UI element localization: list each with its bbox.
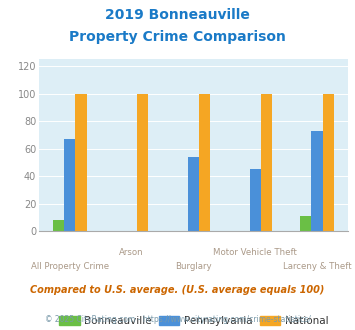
Bar [188, 157, 199, 231]
Bar [137, 94, 148, 231]
Text: Property Crime Comparison: Property Crime Comparison [69, 30, 286, 44]
Bar [76, 94, 87, 231]
Bar [300, 216, 311, 231]
Text: Larceny & Theft: Larceny & Theft [283, 262, 351, 271]
Bar [323, 94, 334, 231]
Bar [199, 94, 210, 231]
Bar [311, 131, 323, 231]
Legend: Bonneauville, Pennsylvania, National: Bonneauville, Pennsylvania, National [55, 312, 332, 330]
Text: 2019 Bonneauville: 2019 Bonneauville [105, 8, 250, 22]
Text: Arson: Arson [119, 248, 144, 257]
Text: © 2025 CityRating.com - https://www.cityrating.com/crime-statistics/: © 2025 CityRating.com - https://www.city… [45, 315, 310, 324]
Text: Compared to U.S. average. (U.S. average equals 100): Compared to U.S. average. (U.S. average … [30, 285, 325, 295]
Bar [64, 139, 76, 231]
Text: Burglary: Burglary [175, 262, 212, 271]
Bar [53, 220, 64, 231]
Text: Motor Vehicle Theft: Motor Vehicle Theft [213, 248, 297, 257]
Text: All Property Crime: All Property Crime [31, 262, 109, 271]
Bar [250, 169, 261, 231]
Bar [261, 94, 272, 231]
